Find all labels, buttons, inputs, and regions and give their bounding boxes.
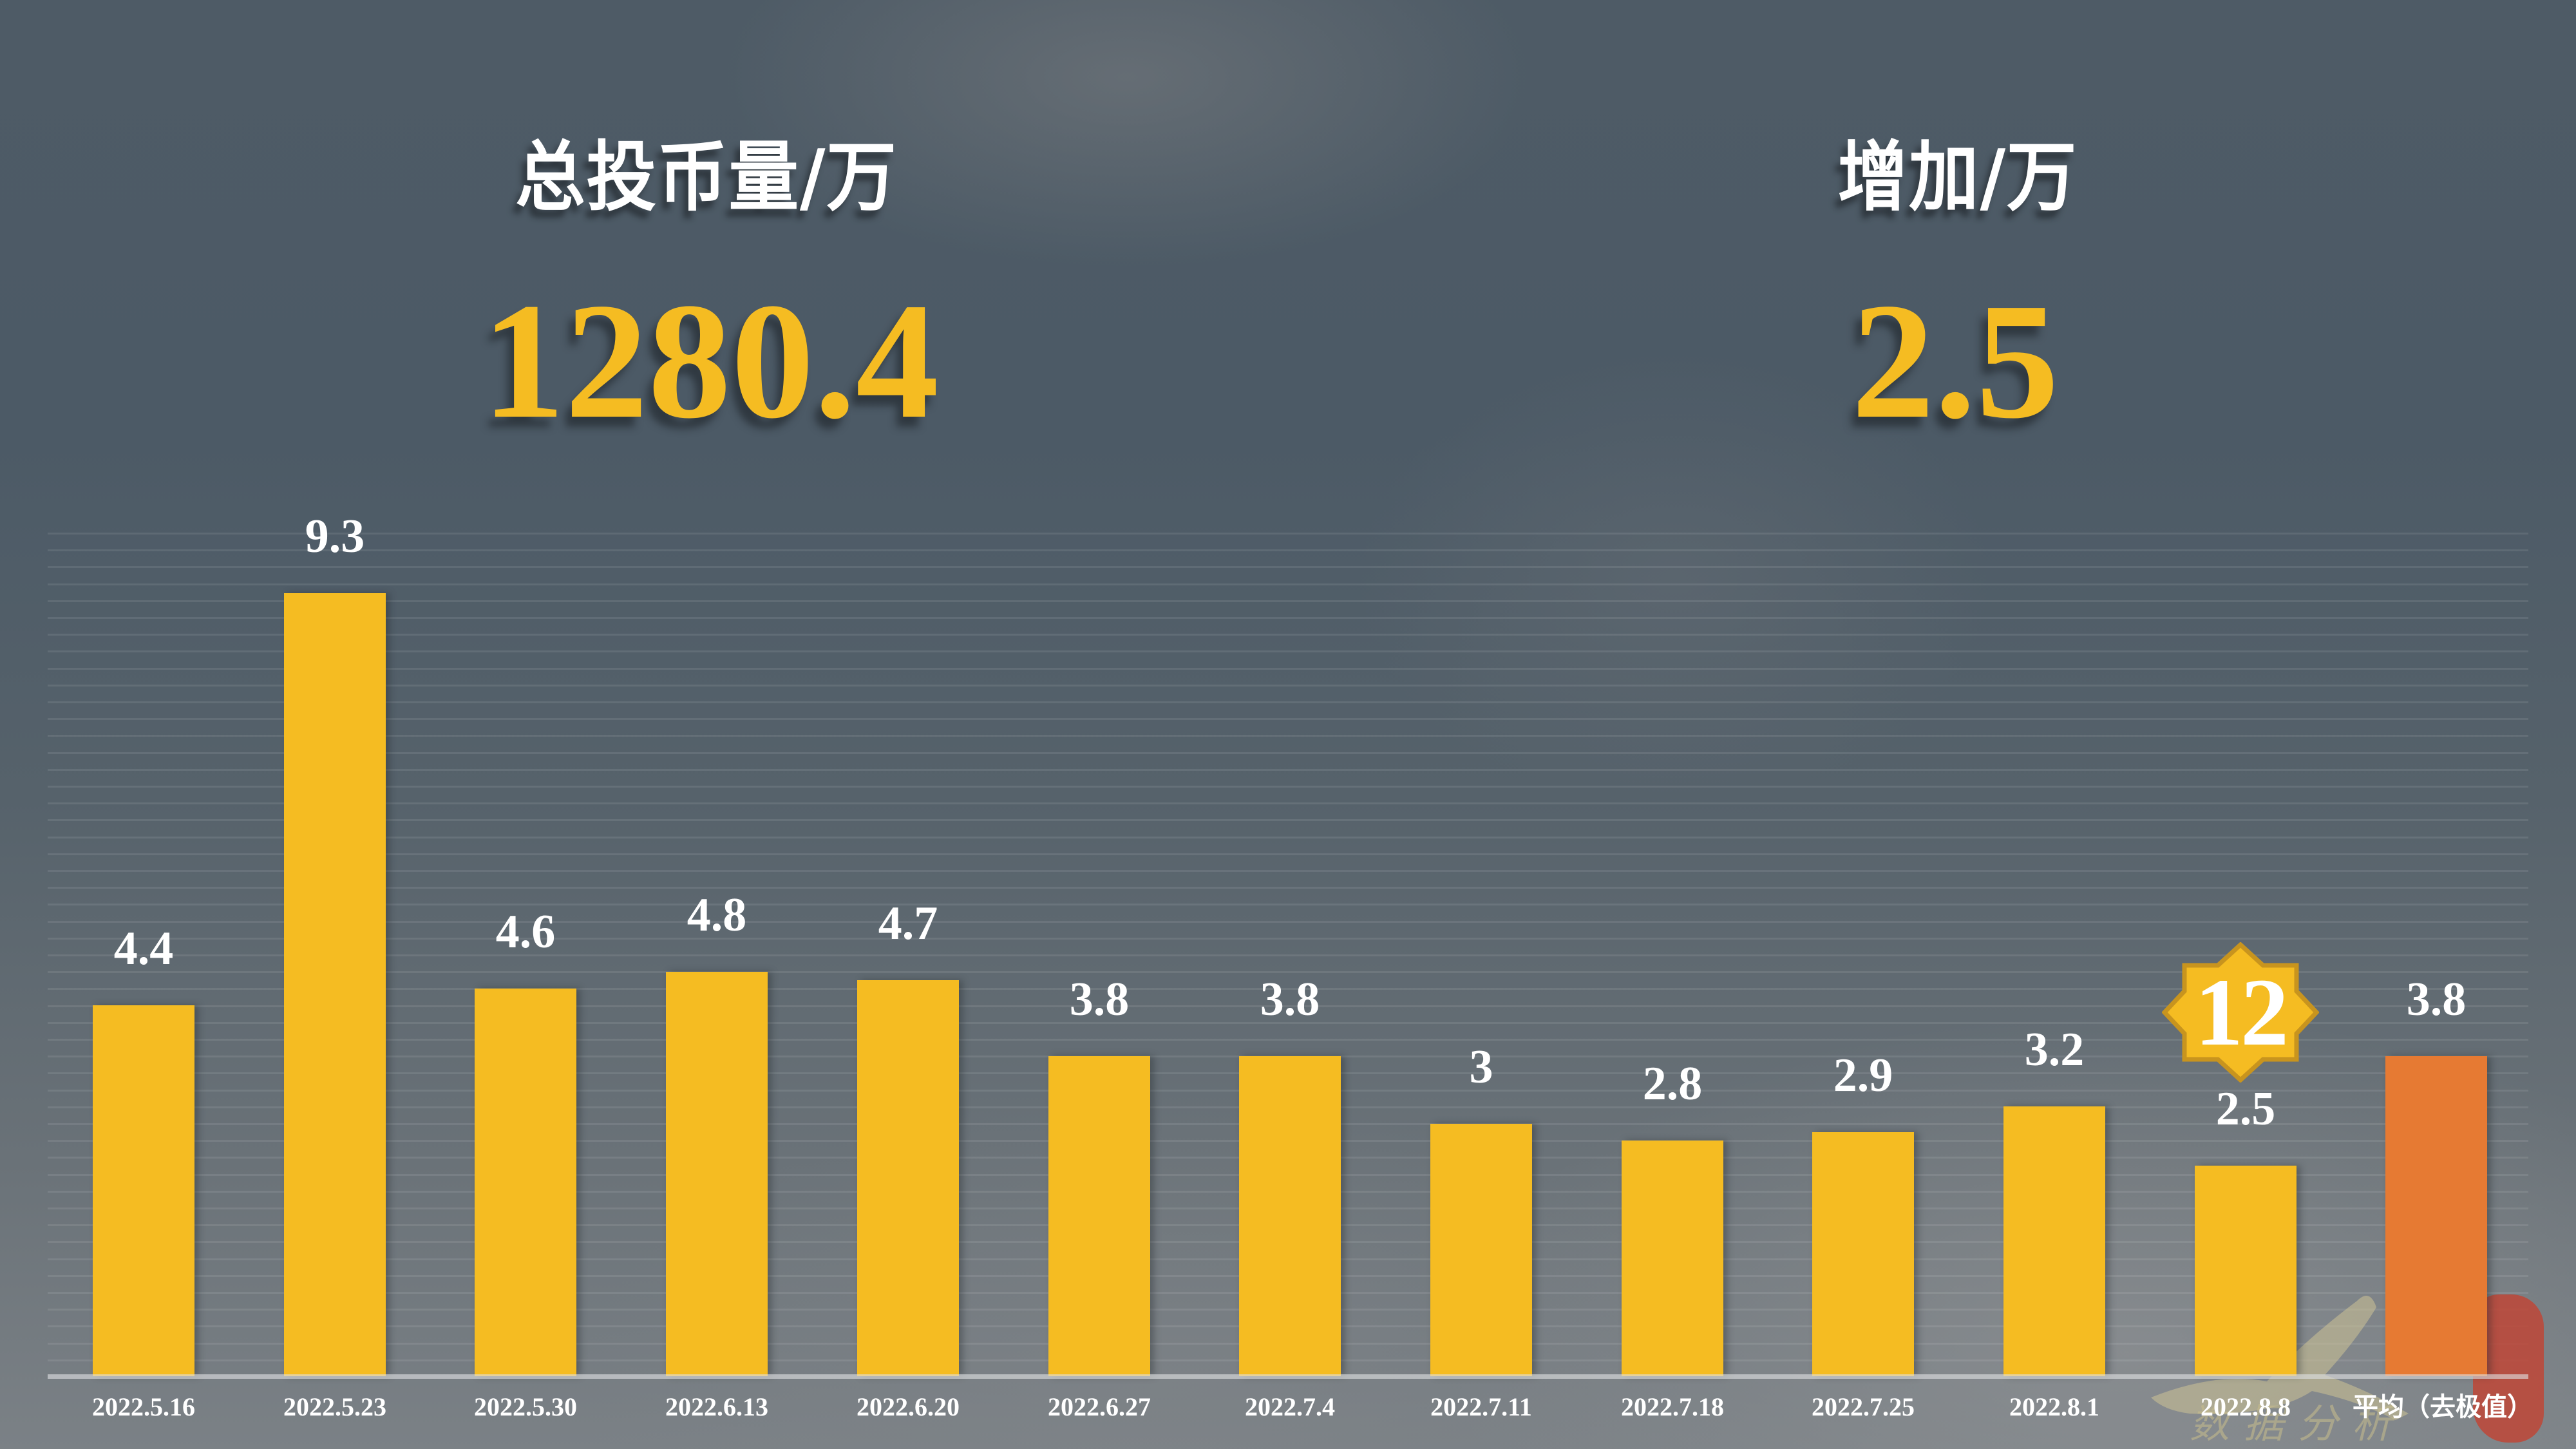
gridline xyxy=(48,617,2528,619)
bar xyxy=(1812,1132,1914,1376)
kpi-increase-title: 增加/万 xyxy=(1837,133,2078,222)
bar xyxy=(2195,1166,2297,1376)
bar-value-label: 2.9 xyxy=(1833,1049,1893,1102)
bar xyxy=(857,980,959,1376)
x-axis-label: 2022.5.23 xyxy=(283,1392,386,1421)
gridline xyxy=(48,566,2528,568)
bar-value-label: 3.8 xyxy=(1260,973,1320,1026)
bar xyxy=(93,1005,194,1376)
bar-value-label: 3.8 xyxy=(2406,973,2467,1026)
chart-x-axis-line xyxy=(48,1374,2528,1379)
x-axis-label: 2022.6.27 xyxy=(1048,1392,1151,1421)
x-axis-label: 2022.5.16 xyxy=(92,1392,195,1421)
bar xyxy=(1430,1124,1532,1376)
bar-value-label: 9.3 xyxy=(305,510,365,563)
gridline xyxy=(48,988,2528,990)
bar-value-label: 3.8 xyxy=(1069,973,1130,1026)
gridline xyxy=(48,668,2528,670)
x-axis-label: 2022.7.11 xyxy=(1430,1392,1532,1421)
gridline xyxy=(48,533,2528,535)
x-axis-label: 2022.7.18 xyxy=(1621,1392,1724,1421)
gridline xyxy=(48,870,2528,872)
x-axis-label: 2022.8.8 xyxy=(2201,1392,2291,1421)
bar-value-label: 4.6 xyxy=(495,905,556,958)
bar xyxy=(666,972,768,1376)
x-axis-label: 2022.5.30 xyxy=(474,1392,577,1421)
gridline xyxy=(48,1022,2528,1024)
bar xyxy=(475,989,576,1376)
gridline xyxy=(48,904,2528,905)
bar xyxy=(2003,1106,2105,1376)
gridline xyxy=(48,752,2528,754)
bar-value-label: 3.2 xyxy=(2024,1023,2085,1076)
bar-value-label: 4.4 xyxy=(113,922,174,975)
x-axis-label: 平均（去极值） xyxy=(2353,1392,2533,1422)
gridline xyxy=(48,954,2528,956)
gridline xyxy=(48,786,2528,788)
x-axis-label: 2022.7.4 xyxy=(1245,1392,1335,1421)
badge-number: 12 xyxy=(2195,959,2289,1066)
gridline xyxy=(48,769,2528,771)
gridline xyxy=(48,921,2528,923)
gridline xyxy=(48,600,2528,602)
bar-value-label: 2.5 xyxy=(2215,1083,2276,1135)
gridline xyxy=(48,819,2528,821)
gridline xyxy=(48,837,2528,838)
gridline xyxy=(48,583,2528,585)
gridline xyxy=(48,718,2528,720)
bar xyxy=(1622,1141,1723,1376)
gridline xyxy=(48,549,2528,551)
gridline xyxy=(48,887,2528,889)
bar-value-label: 2.8 xyxy=(1642,1057,1703,1110)
bar-average xyxy=(2385,1056,2487,1376)
bar-value-label: 3 xyxy=(1469,1041,1493,1094)
week-number-badge: 12 xyxy=(2162,942,2319,1083)
eight-point-star-icon xyxy=(2162,942,2319,1083)
gridline xyxy=(48,1039,2528,1041)
bar xyxy=(1239,1056,1341,1376)
bar-value-label: 4.7 xyxy=(878,897,938,950)
gridline xyxy=(48,938,2528,940)
gridline xyxy=(48,634,2528,636)
gridline xyxy=(48,853,2528,855)
bar-value-label: 4.8 xyxy=(687,889,747,942)
kpi-total-coins-title: 总投币量/万 xyxy=(515,133,898,222)
gridline xyxy=(48,650,2528,652)
gridline xyxy=(48,802,2528,804)
gridline xyxy=(48,685,2528,687)
gridline xyxy=(48,1005,2528,1007)
x-axis-label: 2022.7.25 xyxy=(1812,1392,1915,1421)
x-axis-label: 2022.6.20 xyxy=(857,1392,960,1421)
gridline xyxy=(48,701,2528,703)
bar xyxy=(1048,1056,1150,1376)
x-axis-label: 2022.8.1 xyxy=(2009,1392,2099,1421)
kpi-total-coins-value: 1280.4 xyxy=(482,269,939,453)
x-axis-label: 2022.6.13 xyxy=(665,1392,768,1421)
gridline xyxy=(48,735,2528,737)
gridline xyxy=(48,971,2528,973)
kpi-increase-value: 2.5 xyxy=(1851,269,2060,453)
bar xyxy=(284,593,386,1376)
